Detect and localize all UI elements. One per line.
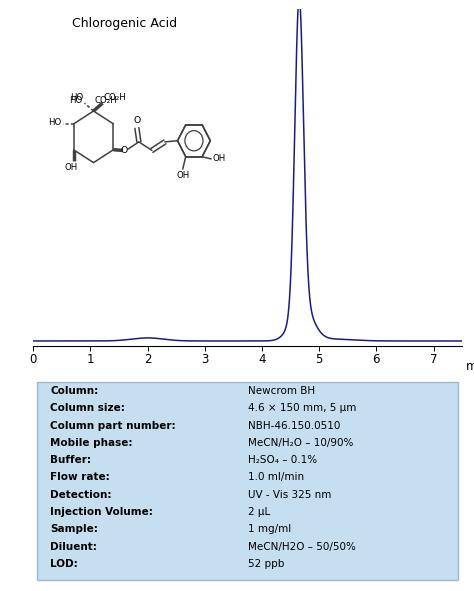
X-axis label: min: min	[466, 360, 474, 373]
Text: Column size:: Column size:	[50, 404, 125, 414]
Text: Column part number:: Column part number:	[50, 421, 176, 431]
Text: 1 mg/ml: 1 mg/ml	[247, 524, 291, 534]
Text: LOD:: LOD:	[50, 558, 78, 569]
Text: H₂SO₄ – 0.1%: H₂SO₄ – 0.1%	[247, 455, 317, 465]
Text: Injection Volume:: Injection Volume:	[50, 507, 153, 517]
Text: Newcrom BH: Newcrom BH	[247, 386, 315, 396]
Text: NBH-46.150.0510: NBH-46.150.0510	[247, 421, 340, 431]
Text: 52 ppb: 52 ppb	[247, 558, 284, 569]
Text: 1.0 ml/min: 1.0 ml/min	[247, 472, 304, 482]
Text: Detection:: Detection:	[50, 490, 112, 500]
Text: 2 μL: 2 μL	[247, 507, 270, 517]
Text: MeCN/H2O – 50/50%: MeCN/H2O – 50/50%	[247, 541, 356, 551]
FancyBboxPatch shape	[37, 382, 458, 580]
Text: MeCN/H₂O – 10/90%: MeCN/H₂O – 10/90%	[247, 438, 353, 448]
Text: Column:: Column:	[50, 386, 99, 396]
Text: Diluent:: Diluent:	[50, 541, 97, 551]
Text: Flow rate:: Flow rate:	[50, 472, 110, 482]
Text: Buffer:: Buffer:	[50, 455, 91, 465]
Text: 4.6 × 150 mm, 5 μm: 4.6 × 150 mm, 5 μm	[247, 404, 356, 414]
Text: UV - Vis 325 nm: UV - Vis 325 nm	[247, 490, 331, 500]
Text: Mobile phase:: Mobile phase:	[50, 438, 133, 448]
Text: Sample:: Sample:	[50, 524, 98, 534]
Text: Chlorogenic Acid: Chlorogenic Acid	[72, 17, 177, 30]
